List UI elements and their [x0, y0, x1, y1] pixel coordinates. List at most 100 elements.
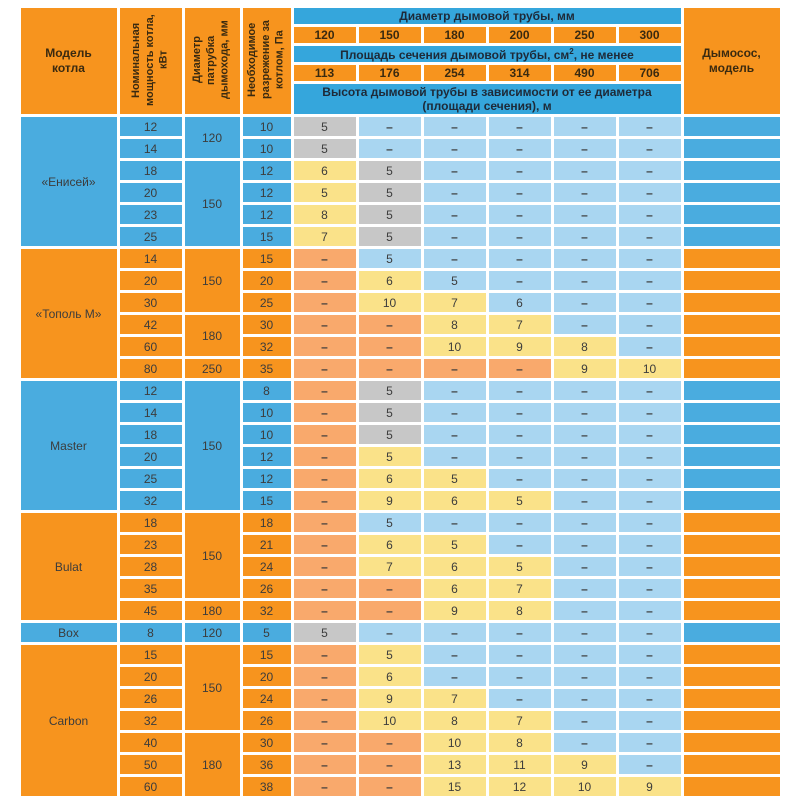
height-cell: –	[553, 645, 616, 664]
height-cell: –	[618, 315, 681, 334]
table-row: 18 150 12 6 5– – – –	[21, 161, 780, 246]
height-cell: –	[423, 161, 486, 180]
height-cell: –	[488, 139, 551, 158]
power-cell: 28	[119, 557, 182, 576]
table-body: «Енисей» 12 120 10 5– – – – –14 10 5– – – – –18 150 12 6 5…	[20, 117, 780, 796]
height-cell: –	[618, 381, 681, 400]
power-cell: 25	[119, 469, 182, 488]
draft-cell: 32	[242, 601, 291, 620]
height-cell: 8	[423, 315, 486, 334]
height-cell: –	[423, 381, 486, 400]
height-cell: 8	[423, 711, 486, 730]
draft-cell: 12	[242, 447, 291, 466]
height-cell: –	[488, 623, 551, 642]
model-cell: Box	[20, 623, 117, 642]
height-cell: –	[293, 381, 356, 400]
height-cell: –	[293, 293, 356, 312]
height-cell: –	[358, 337, 421, 356]
height-cell: –	[553, 183, 616, 202]
table-row: 25 12–6 5– – –	[21, 469, 780, 488]
height-cell: –	[553, 711, 616, 730]
height-cell: 6	[423, 491, 486, 510]
height-cell: 7	[423, 689, 486, 708]
height-cell: –	[553, 447, 616, 466]
height-cell: 7	[488, 315, 551, 334]
power-cell: 80	[119, 359, 182, 378]
height-cell: –	[553, 293, 616, 312]
height-cell: –	[553, 667, 616, 686]
height-cell: –	[488, 117, 551, 136]
exhauster-cell	[683, 337, 780, 356]
height-cell: –	[488, 425, 551, 444]
height-cell: 5	[488, 557, 551, 576]
header-power-col: Номинальная мощность котла, кВт	[119, 8, 182, 114]
exhauster-cell	[683, 491, 780, 510]
height-cell: –	[423, 117, 486, 136]
height-cell: 5	[358, 249, 421, 268]
pipe-diameter-cell: 120	[184, 623, 240, 642]
header-power-label: Номинальная мощность котла, кВт	[129, 13, 170, 106]
draft-cell: 36	[242, 755, 291, 774]
table-row: 25 15 7 5– – – –	[21, 227, 780, 246]
exhauster-cell	[683, 403, 780, 422]
height-cell: –	[488, 447, 551, 466]
height-cell: 5	[358, 205, 421, 224]
power-cell: 14	[119, 403, 182, 422]
exhauster-cell	[683, 359, 780, 378]
table-row: 20 12–5– – – –	[21, 447, 780, 466]
power-cell: 25	[119, 227, 182, 246]
table-row: 23 21–6 5– – –	[21, 535, 780, 554]
exhauster-cell	[683, 425, 780, 444]
exhauster-cell	[683, 227, 780, 246]
height-cell: 6	[358, 535, 421, 554]
exhauster-cell	[683, 183, 780, 202]
table-row: 23 12 8 5– – – –	[21, 205, 780, 224]
height-cell: –	[553, 601, 616, 620]
height-cell: –	[553, 689, 616, 708]
height-cell: –	[488, 271, 551, 290]
table-row: 35 26– –6 7– –	[21, 579, 780, 598]
height-cell: –	[293, 733, 356, 752]
height-cell: –	[293, 777, 356, 796]
height-cell: 9	[358, 491, 421, 510]
exhauster-cell	[683, 733, 780, 752]
height-cell: 5	[358, 425, 421, 444]
height-cell: –	[618, 447, 681, 466]
height-cell: –	[423, 183, 486, 202]
table-row: 60 38– –15 12 10 9	[21, 777, 780, 796]
exhauster-cell	[683, 513, 780, 532]
power-cell: 30	[119, 293, 182, 312]
exhauster-cell	[683, 711, 780, 730]
height-cell: 7	[488, 579, 551, 598]
draft-cell: 5	[242, 623, 291, 642]
height-cell: –	[358, 117, 421, 136]
height-cell: –	[553, 381, 616, 400]
model-cell: «Тополь М»	[20, 249, 117, 378]
area-value: 706	[618, 65, 681, 81]
height-cell: –	[488, 205, 551, 224]
height-cell: 10	[618, 359, 681, 378]
table-row: Bulat 18 150 18–5– – – –	[20, 513, 780, 620]
exhauster-cell	[683, 557, 780, 576]
model-cell: Master	[20, 381, 117, 510]
exhauster-cell	[683, 689, 780, 708]
height-cell: –	[618, 711, 681, 730]
height-cell: –	[423, 513, 486, 532]
table-row: 18 10–5– – – –	[21, 425, 780, 444]
height-cell: –	[618, 205, 681, 224]
header-row-area-title: Площадь сечения дымовой трубы, см2, не м…	[21, 46, 780, 62]
height-cell: –	[553, 403, 616, 422]
power-cell: 32	[119, 491, 182, 510]
height-cell: –	[488, 161, 551, 180]
height-cell: –	[423, 205, 486, 224]
exhauster-cell	[683, 535, 780, 554]
table-row: 30 25–10 7 6– –	[21, 293, 780, 312]
header-exhauster-label: Дымосос, модель	[702, 46, 761, 75]
pipe-diameter-cell: 150	[184, 513, 240, 598]
pipe-diameter-cell: 250	[184, 359, 240, 378]
height-cell: –	[618, 733, 681, 752]
height-cell: –	[618, 645, 681, 664]
height-cell: 6	[293, 161, 356, 180]
height-cell: –	[488, 469, 551, 488]
table-row: «Енисей» 12 120 10 5– – – – –	[20, 117, 780, 246]
